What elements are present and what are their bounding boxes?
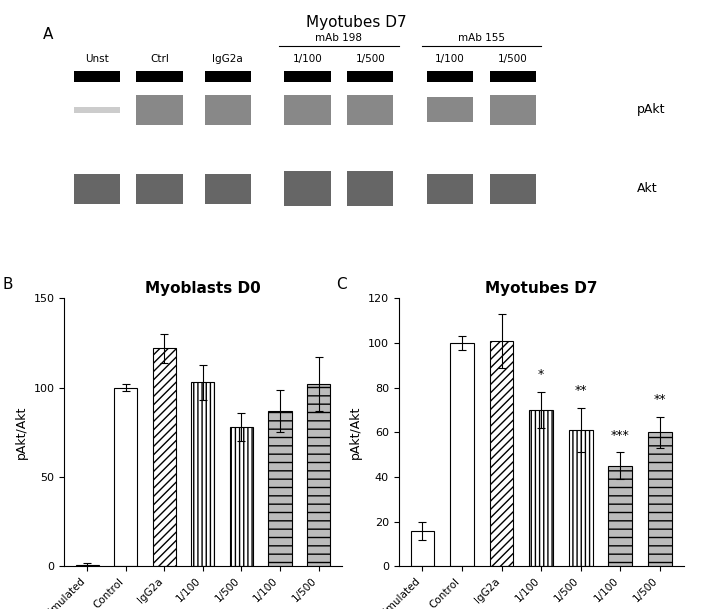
Title: Myoblasts D0: Myoblasts D0 [145, 281, 261, 296]
Y-axis label: pAkt/Akt: pAkt/Akt [350, 406, 362, 459]
Text: mAb 198: mAb 198 [315, 33, 362, 43]
Bar [411, 530, 434, 566]
Text: *: * [538, 368, 544, 381]
Bar [205, 94, 251, 125]
Bar [75, 565, 99, 566]
Bar [529, 410, 553, 566]
Title: Myotubes D7: Myotubes D7 [485, 281, 597, 296]
Bar [426, 71, 473, 82]
Bar [74, 107, 120, 113]
Bar [490, 174, 536, 204]
Bar [205, 71, 251, 82]
Bar [307, 384, 330, 566]
Bar [285, 94, 330, 125]
Y-axis label: pAkt/Akt: pAkt/Akt [15, 406, 28, 459]
Bar [74, 174, 120, 204]
Bar [136, 174, 182, 204]
Text: 1/500: 1/500 [355, 54, 385, 64]
Text: 1/100: 1/100 [293, 54, 323, 64]
Text: C: C [336, 277, 347, 292]
Text: IgG2a: IgG2a [212, 54, 244, 64]
Bar [490, 94, 536, 125]
Text: ***: *** [611, 429, 629, 442]
Bar [347, 71, 393, 82]
Text: Unst: Unst [85, 54, 109, 64]
Bar [153, 348, 176, 566]
Bar [608, 466, 632, 566]
Text: pAkt: pAkt [637, 103, 666, 116]
Text: B: B [3, 277, 14, 292]
Bar [285, 71, 330, 82]
Bar [268, 411, 292, 566]
Bar [490, 341, 513, 566]
Bar [136, 94, 182, 125]
Bar [426, 97, 473, 122]
Bar [569, 430, 592, 566]
Text: 1/100: 1/100 [435, 54, 465, 64]
Bar [490, 71, 536, 82]
Bar [347, 94, 393, 125]
Bar [285, 172, 330, 206]
Bar [426, 174, 473, 204]
Bar [347, 172, 393, 206]
Bar [74, 71, 120, 82]
Text: Myotubes D7: Myotubes D7 [305, 15, 407, 30]
Bar [230, 427, 253, 566]
Text: Akt: Akt [637, 182, 658, 195]
Text: Ctrl: Ctrl [150, 54, 169, 64]
Text: 1/500: 1/500 [498, 54, 528, 64]
Text: A: A [43, 27, 53, 43]
Text: **: ** [575, 384, 587, 397]
Text: **: ** [654, 393, 666, 406]
Bar [450, 343, 474, 566]
Bar [648, 432, 671, 566]
Bar [192, 382, 214, 566]
Bar [136, 71, 182, 82]
Text: mAb 155: mAb 155 [458, 33, 505, 43]
Bar [205, 174, 251, 204]
Bar [114, 388, 137, 566]
